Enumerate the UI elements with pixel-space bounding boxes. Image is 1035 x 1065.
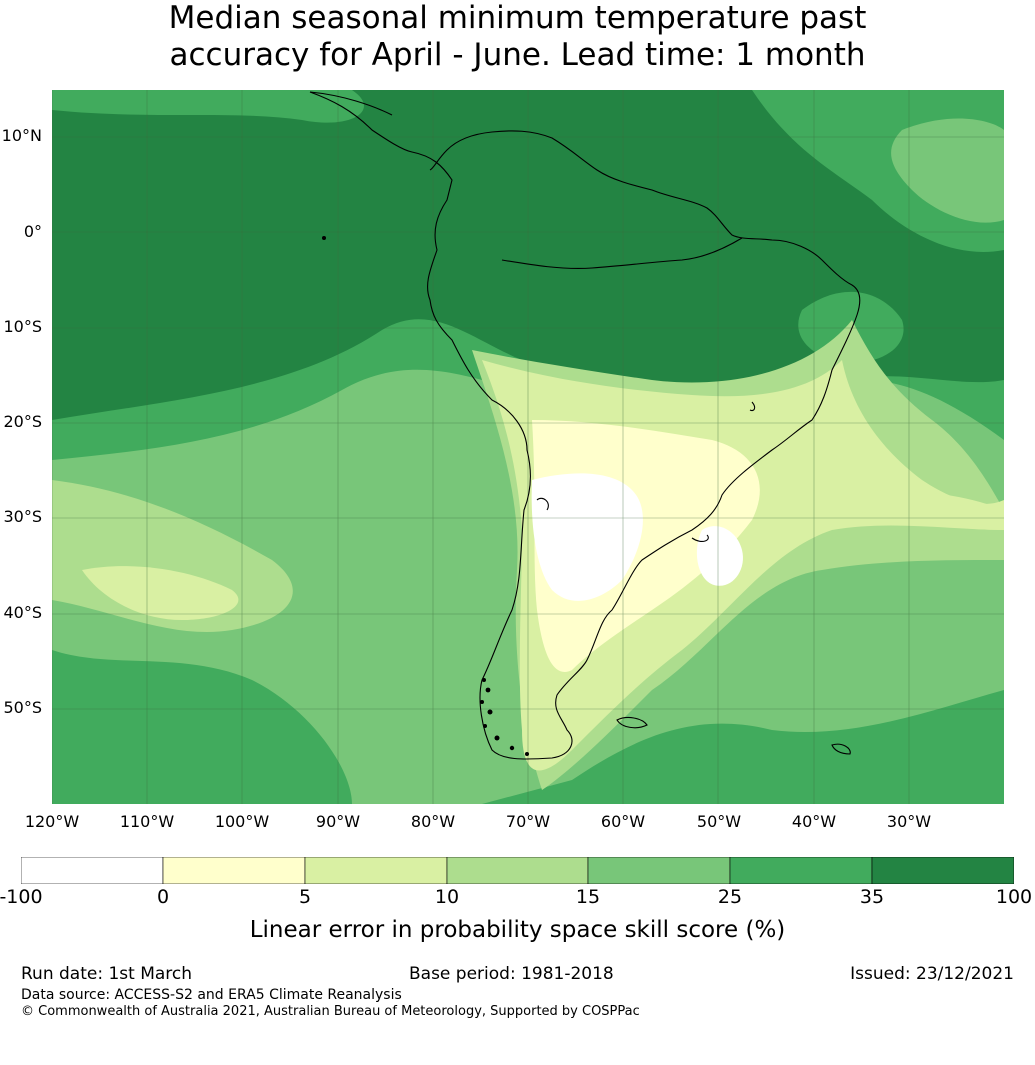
coastline — [309, 91, 861, 760]
colorbar-tick-100: 100 — [995, 886, 1033, 908]
colorbar-tick-10: 10 — [434, 886, 460, 908]
lon-label-30w: 30°W — [886, 812, 932, 831]
colorbar-tick-15: 15 — [575, 886, 601, 908]
lon-label-40w: 40°W — [791, 812, 837, 831]
colorbar-tick-minus100: -100 — [0, 886, 43, 908]
lat-label-30s: 30°S — [3, 507, 42, 526]
data-source: Data source: ACCESS-S2 and ERA5 Climate … — [21, 987, 402, 1003]
lon-label-60w: 60°W — [600, 812, 646, 831]
colorbar-tick-0: 0 — [156, 886, 170, 908]
lat-label-0: 0° — [23, 222, 42, 241]
skill-band-below-0-core — [531, 473, 643, 601]
run-date: Run date: 1st March — [21, 964, 193, 984]
skill-band-25-35-north — [52, 90, 364, 123]
copyright: © Commonwealth of Australia 2021, Austra… — [21, 1004, 640, 1019]
colorbar-segment-25-35 — [729, 857, 873, 884]
colorbar-tick-25: 25 — [717, 886, 743, 908]
lon-label-100w: 100°W — [214, 812, 270, 831]
lon-label-90w: 90°W — [315, 812, 361, 831]
title-line-2: accuracy for April - June. Lead time: 1 … — [169, 37, 866, 73]
colorbar-segment-5-10 — [304, 857, 448, 884]
colorbar-tick-5: 5 — [298, 886, 312, 908]
lat-label-10n: 10°N — [1, 126, 42, 145]
skill-score-map — [52, 90, 1004, 804]
colorbar-segment-0-5 — [162, 857, 306, 884]
lon-label-50w: 50°W — [696, 812, 742, 831]
map-title: Median seasonal minimum temperature past… — [0, 0, 1035, 74]
lat-label-40s: 40°S — [3, 603, 42, 622]
colorbar — [21, 857, 1014, 884]
colorbar-label: Linear error in probability space skill … — [249, 917, 786, 943]
skill-band-15-25-w — [52, 650, 352, 804]
colorbar-segment-15-25 — [587, 857, 731, 884]
base-period: Base period: 1981-2018 — [409, 964, 614, 984]
lat-label-20s: 20°S — [3, 412, 42, 431]
patagonia-islands — [322, 236, 529, 756]
colorbar-segment-below-0 — [21, 857, 164, 884]
lon-label-70w: 70°W — [505, 812, 551, 831]
colorbar-tick-35: 35 — [859, 886, 885, 908]
lon-label-110w: 110°W — [119, 812, 175, 831]
lon-label-120w: 120°W — [24, 812, 80, 831]
colorbar-segment-35-100 — [871, 857, 1014, 884]
lat-label-10s: 10°S — [3, 317, 42, 336]
skill-band-below-0-plata — [696, 526, 743, 586]
skill-band-15-25-ne — [891, 118, 1004, 223]
lat-label-50s: 50°S — [3, 698, 42, 717]
graticule — [52, 90, 1004, 804]
colorbar-segment-10-15 — [446, 857, 589, 884]
issued-date: Issued: 23/12/2021 — [850, 964, 1014, 984]
skill-band-5-10-atlantic — [852, 490, 1004, 530]
skill-band-5-10-pacific — [82, 566, 239, 620]
title-line-1: Median seasonal minimum temperature past — [168, 0, 867, 36]
lon-label-80w: 80°W — [410, 812, 456, 831]
